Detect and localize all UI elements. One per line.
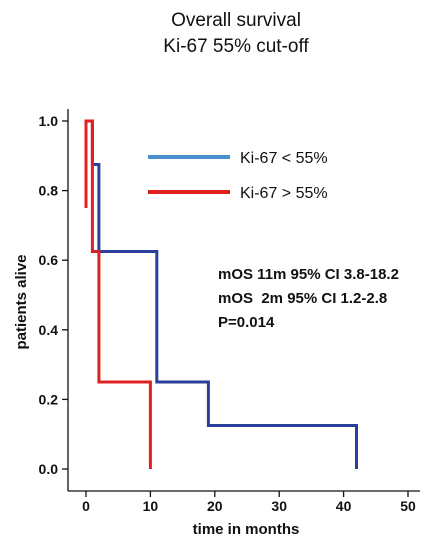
y-tick-label: 0.4 (39, 322, 59, 338)
chart-title: Overall survival (171, 10, 301, 31)
x-tick-label: 0 (82, 498, 90, 514)
stats-annotations: mOS 11m 95% CI 3.8-18.2 mOS 2m 95% CI 1.… (218, 266, 399, 331)
p-value-annotation: P=0.014 (218, 314, 275, 331)
x-tick-label: 40 (336, 498, 352, 514)
series-layer (84, 119, 358, 469)
y-tick-label: 1.0 (39, 113, 59, 129)
series-line-ki67-high (84, 119, 152, 469)
x-tick-label: 30 (271, 498, 287, 514)
y-tick-label: 0.0 (39, 461, 59, 477)
legend-label-ki67-high: Ki-67 > 55% (240, 185, 328, 202)
y-tick-label: 0.2 (39, 391, 59, 407)
x-tick-label: 50 (400, 498, 416, 514)
y-tick-label: 0.6 (39, 252, 59, 268)
y-ticks: 0.0 0.2 0.4 0.6 0.8 1.0 (39, 113, 68, 477)
y-axis-label: patients alive (13, 254, 30, 349)
median-os-high-annotation: mOS 2m 95% CI 1.2-2.8 (218, 290, 387, 307)
x-tick-label: 10 (143, 498, 159, 514)
chart-subtitle: Ki-67 55% cut-off (163, 36, 309, 57)
legend-label-ki67-low: Ki-67 < 55% (240, 150, 328, 167)
y-tick-label: 0.8 (39, 183, 59, 199)
median-os-low-annotation: mOS 11m 95% CI 3.8-18.2 (218, 266, 399, 283)
legend: Ki-67 < 55% Ki-67 > 55% (148, 150, 328, 202)
x-axis-label: time in months (193, 521, 300, 538)
x-tick-label: 20 (207, 498, 223, 514)
axes (67, 109, 420, 492)
x-ticks: 0 10 20 30 40 50 (82, 491, 416, 514)
